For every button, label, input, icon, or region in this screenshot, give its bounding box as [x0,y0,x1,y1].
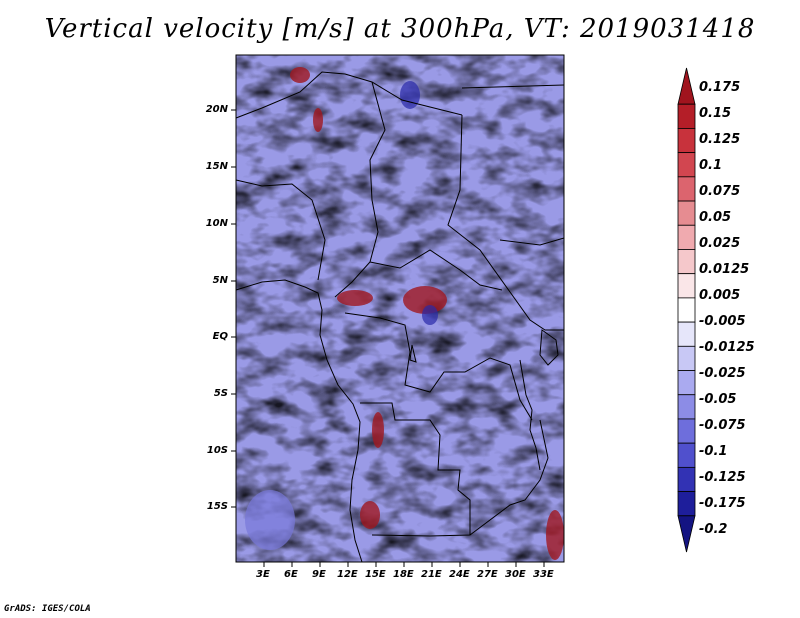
tick-marks [231,109,545,567]
lon-label-24e: 24E [449,569,470,580]
colorbar-segment [677,394,696,420]
colorbar-segment [677,249,696,275]
lon-label-27e: 27E [477,569,498,580]
colorbar-segment [677,370,696,396]
map-frame [235,54,565,563]
downdraft-cores [245,81,438,550]
colorbar-segment [677,103,696,129]
colorbar-label: -0.05 [699,392,737,407]
lon-label-30e: 30E [505,569,526,580]
lat-label-10s: 10S [206,445,228,456]
colorbar-segment [677,321,696,347]
chart-title: Vertical velocity [m/s] at 300hPa, VT: 2… [44,14,756,44]
lon-label-18e: 18E [393,569,414,580]
colorbar-label: 0.1 [699,158,723,173]
lat-label-20n: 20N [205,104,228,115]
colorbar-label: 0.025 [699,236,741,251]
lon-label-15e: 15E [365,569,386,580]
colorbar-segment [677,224,696,250]
colorbar-arrow-bottom [677,515,696,553]
colorbar-segment [677,200,696,226]
colorbar [677,67,696,553]
lon-label-9e: 9E [312,569,326,580]
footer-credit: GrADS: IGES/COLA [4,604,91,614]
lon-label-6e: 6E [284,569,298,580]
lon-label-3e: 3E [256,569,270,580]
colorbar-label: 0.075 [699,184,741,199]
colorbar-label: -0.0125 [699,340,755,355]
lat-label-10n: 10N [205,218,228,229]
colorbar-label: -0.125 [699,470,746,485]
colorbar-label: 0.05 [699,210,732,225]
colorbar-label: -0.2 [699,522,728,537]
updraft-cores [290,67,564,560]
colorbar-arrow-top [677,67,696,105]
colorbar-label: -0.175 [699,496,746,511]
lon-label-12e: 12E [337,569,358,580]
lakes [409,329,559,471]
colorbar-segment [677,273,696,299]
colorbar-segment [677,297,696,323]
colorbar-segment [677,418,696,444]
lon-label-21e: 21E [421,569,442,580]
lon-label-33e: 33E [533,569,554,580]
colorbar-segment [677,152,696,178]
lat-label-15n: 15N [205,161,228,172]
colorbar-label: -0.1 [699,444,728,459]
lat-label-5n: 5N [212,275,228,286]
colorbar-segment [677,128,696,154]
colorbar-segment [677,466,696,492]
colorbar-segment [677,176,696,202]
colorbar-segment [677,491,696,517]
colorbar-label: 0.005 [699,288,741,303]
velocity-field [236,55,564,562]
lat-label-eq: EQ [212,331,228,342]
colorbar-label: 0.175 [699,80,741,95]
country-borders [235,71,565,563]
map-panel [231,54,565,567]
lat-label-5s: 5S [213,388,228,399]
colorbar-label: -0.005 [699,314,746,329]
colorbar-segment [677,442,696,468]
colorbar-label: 0.125 [699,132,741,147]
colorbar-label: 0.0125 [699,262,750,277]
colorbar-label: 0.15 [699,106,732,121]
colorbar-segment [677,345,696,371]
colorbar-label: -0.025 [699,366,746,381]
lat-label-15s: 15S [206,501,228,512]
colorbar-label: -0.075 [699,418,746,433]
